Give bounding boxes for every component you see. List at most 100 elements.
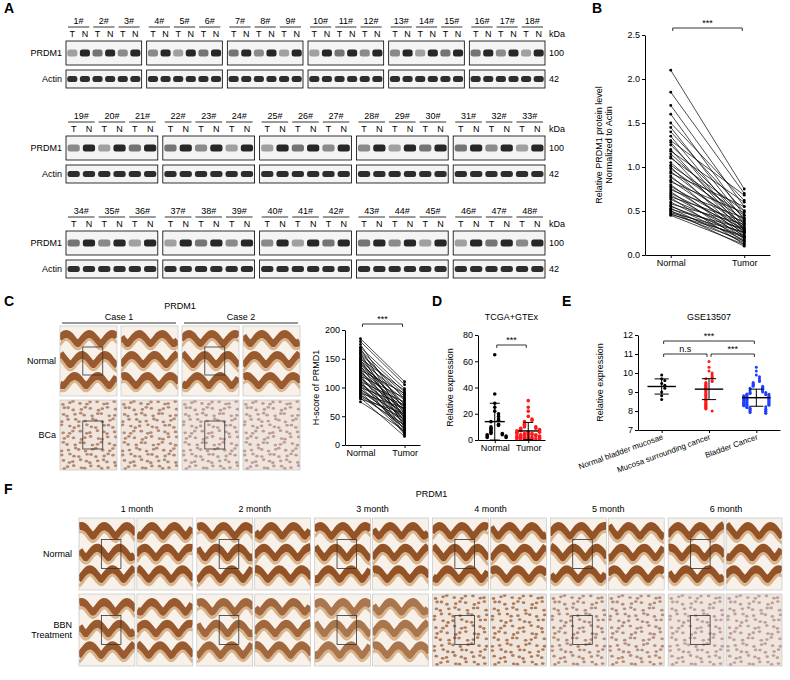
tissue-cell [190, 453, 194, 456]
tissue-cell [97, 465, 101, 468]
tissue-stroma [137, 650, 193, 663]
tissue-cell [714, 625, 718, 628]
tissue-cell [163, 455, 167, 458]
blot-band [68, 240, 80, 247]
tissue-cell [748, 662, 752, 665]
tissue-cell [559, 657, 563, 660]
tissue-cell [283, 438, 287, 441]
sample-label: 36# [135, 206, 150, 216]
tissue-cell [630, 633, 634, 636]
sample-label: 30# [425, 111, 440, 121]
tissue-stroma [726, 530, 782, 543]
tissue-cell [100, 438, 104, 441]
blot-band [428, 50, 438, 57]
lane-label: T [519, 219, 525, 229]
tissue-cell [634, 631, 638, 634]
tissue-cell [445, 631, 449, 634]
blot-band [334, 50, 344, 57]
tissue-background [315, 518, 371, 590]
blot-band [501, 266, 513, 272]
panel-letter: E [562, 293, 571, 309]
tissue-cell [297, 408, 300, 411]
blot-band [148, 76, 158, 82]
blot-band [322, 145, 334, 152]
tissue-cell [441, 648, 445, 651]
blot-strip [227, 41, 303, 65]
tissue-cell [271, 401, 275, 404]
blot-band [390, 50, 400, 57]
lane-label: N [279, 124, 286, 134]
tissue-cell [690, 662, 694, 665]
blot-band [98, 171, 110, 177]
tissue-cell [146, 403, 150, 406]
tissue-cell [88, 431, 92, 434]
blot-panel: 1#TN2#TN3#TN4#TN5#TN6#TN7#TN8#TN9#TN10#T… [30, 16, 565, 278]
image-border [79, 594, 135, 666]
tissue-cell [65, 415, 69, 418]
lane-label: N [437, 124, 444, 134]
tissue-cell [163, 424, 167, 427]
tissue-cell [770, 633, 774, 636]
blot-band [180, 266, 192, 272]
tissue-cell [680, 656, 684, 659]
tissue-cell [73, 413, 77, 416]
tissue-cell [687, 651, 691, 654]
lane-label: T [362, 29, 368, 39]
tissue-cell [491, 615, 495, 618]
tissue-cell [222, 467, 226, 470]
tissue-cell [207, 423, 211, 426]
pair-line [671, 211, 745, 246]
blot-band [186, 50, 196, 57]
image-border [550, 518, 606, 590]
sample-label: 7# [235, 16, 245, 26]
tissue-cell [521, 595, 525, 598]
lane-label: T [489, 219, 495, 229]
blot-band [521, 76, 531, 82]
tissue-cell [733, 661, 737, 664]
blot-band [372, 50, 382, 57]
tissue-cell [66, 406, 70, 409]
tissue-cell [668, 645, 672, 648]
tissue-cell [752, 600, 756, 603]
header-line [184, 323, 298, 324]
point [669, 144, 672, 147]
tissue-cell [193, 400, 197, 403]
image-border [197, 594, 253, 666]
blot-band [516, 145, 528, 152]
tissue-cell [617, 648, 621, 651]
tissue-cell [675, 613, 679, 616]
tissue-cell [85, 432, 89, 435]
tissue-cell [129, 432, 133, 435]
lane-label: T [175, 29, 181, 39]
point [669, 152, 672, 155]
tissue-cell [493, 663, 497, 666]
tissue-cell [101, 407, 105, 410]
tissue-cell [483, 619, 487, 622]
tissue-stroma [182, 381, 239, 391]
lane-label: T [71, 124, 77, 134]
blot-band [118, 50, 128, 57]
pair-line [671, 165, 745, 215]
sample-underline [262, 122, 289, 123]
tissue-cell [484, 609, 488, 612]
tissue-cell [160, 441, 164, 444]
tissue-cell [740, 621, 744, 624]
tissue-cell [277, 447, 281, 450]
ihc-image [182, 400, 239, 470]
tissue-cell [729, 601, 733, 604]
tissue-cell [127, 418, 131, 421]
tissue-cell [151, 425, 155, 428]
tissue-cell [223, 407, 227, 410]
tissue-cell [187, 443, 191, 446]
tissue-cell [504, 660, 508, 663]
tissue-cell [470, 621, 474, 624]
panel-title: PRDM1 [164, 301, 196, 311]
tissue-cell [88, 461, 92, 464]
tissue-cell [752, 631, 756, 634]
tissue-cell [621, 594, 625, 597]
tissue-cell [140, 412, 144, 415]
blot-row-label: PRDM1 [30, 143, 62, 153]
tissue-cell [578, 627, 582, 630]
sample-label: 24# [232, 111, 247, 121]
tissue-cell [279, 443, 283, 446]
